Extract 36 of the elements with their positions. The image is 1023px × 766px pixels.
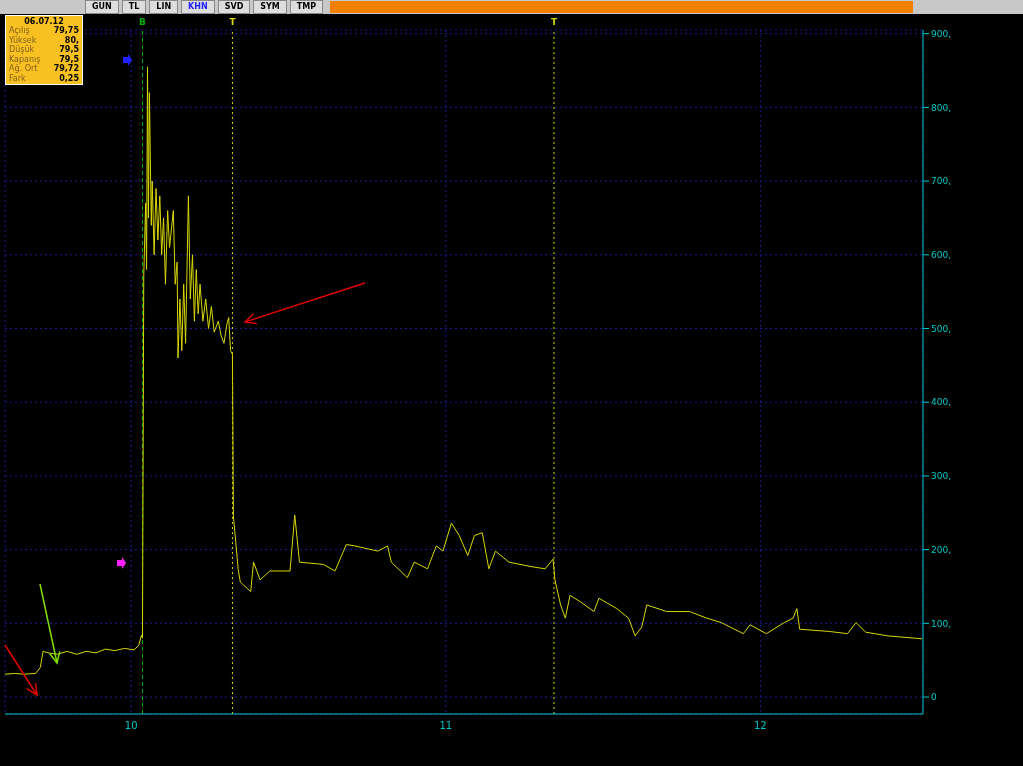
annotation: Ağ. Ort <box>9 64 38 74</box>
text: KHN <box>181 0 215 14</box>
annotation: Açılış <box>9 26 30 36</box>
ref-line-label: B <box>139 17 147 27</box>
text: SYM <box>253 0 287 14</box>
x-tick-label: 10 <box>124 720 138 732</box>
text: 06.07.12 <box>23 17 65 26</box>
annotation: 80, <box>64 35 79 45</box>
y-tick-label: 500, <box>931 323 952 334</box>
text: SVD <box>217 0 251 14</box>
y-tick-label: 800, <box>931 102 952 113</box>
ref-line-label: T <box>229 17 237 27</box>
text: LIN <box>149 0 179 14</box>
y-tick-label: 300, <box>931 471 952 482</box>
y-tick-label: 0 <box>931 692 937 703</box>
ref-line-label: T <box>550 17 558 27</box>
y-tick-label: 700, <box>931 176 952 187</box>
text: TL <box>121 0 147 14</box>
annotation: 79,75 <box>53 26 79 36</box>
annotation: Kapanış <box>9 54 41 64</box>
y-tick-label: 100, <box>931 618 952 629</box>
annotation: Yüksek <box>9 35 37 45</box>
annotation: 79,72 <box>53 64 79 74</box>
text: TMP <box>289 0 324 14</box>
y-tick-label: 600, <box>931 250 952 260</box>
annotation: 79,5 <box>59 45 79 55</box>
y-tick-label: 900, <box>931 28 952 39</box>
x-tick-label: 11 <box>439 720 453 732</box>
annotation: Düşük <box>9 45 35 55</box>
y-tick-label: 400, <box>931 397 952 408</box>
annotation: 0,25 <box>59 73 79 83</box>
text: GUN <box>85 0 119 14</box>
y-tick-label: 200, <box>931 544 952 555</box>
x-tick-label: 12 <box>753 720 767 732</box>
annotation: 79,5 <box>59 54 79 64</box>
annotation: Fark <box>9 73 26 83</box>
